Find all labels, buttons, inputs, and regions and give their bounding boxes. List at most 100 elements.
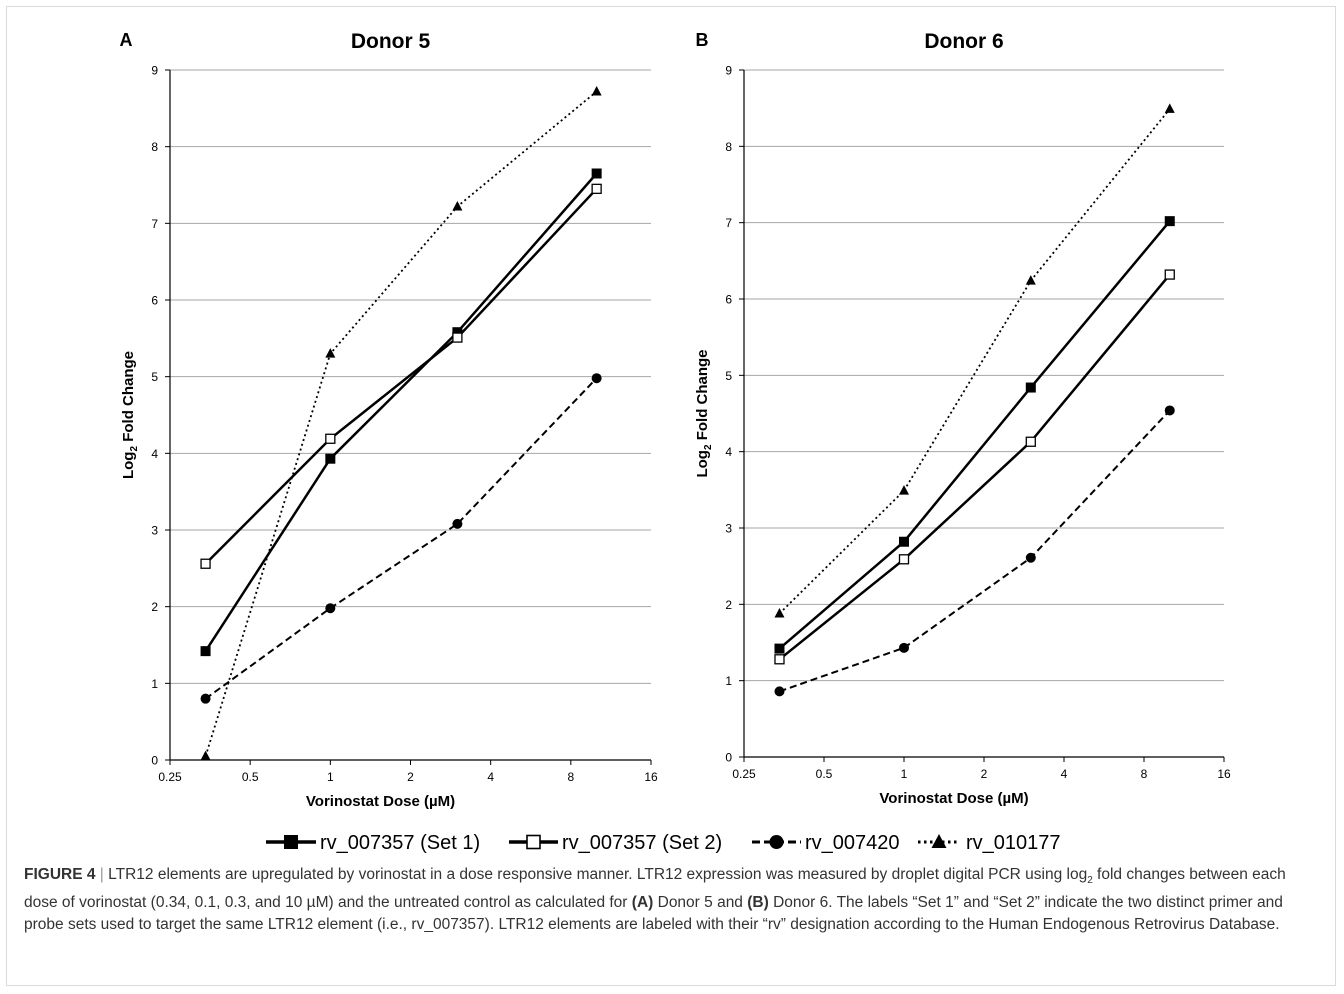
legend-label-3: rv_010177 <box>966 832 1061 854</box>
y-tick-label: 2 <box>725 598 732 612</box>
y-tick-label: 5 <box>725 369 732 383</box>
data-point <box>898 554 910 565</box>
legend-label-2: rv_007420 <box>805 832 900 854</box>
x-tick-label: 16 <box>1217 767 1231 781</box>
y-tick-label: 0 <box>725 751 732 765</box>
x-tick-label: 0.5 <box>816 767 833 781</box>
data-point <box>591 85 602 96</box>
data-point <box>200 750 211 761</box>
y-axis-label-subscript: 2 <box>129 446 140 452</box>
x-tick-label: 0.25 <box>732 767 756 781</box>
data-point <box>325 433 336 444</box>
x-tick-label: 2 <box>981 767 988 781</box>
data-point <box>200 646 211 657</box>
caption-subscript: 2 <box>1087 875 1093 887</box>
figure-caption: FIGURE 4 | LTR12 elements are upregulate… <box>24 864 1320 936</box>
series-line-3 <box>204 90 598 757</box>
data-point <box>899 642 909 653</box>
caption-text-3: Donor 5 and <box>653 894 748 912</box>
data-point <box>452 200 463 211</box>
y-tick-label: 0 <box>151 754 158 768</box>
y-tick-label: 1 <box>151 677 158 691</box>
data-point <box>452 518 463 529</box>
x-tick-label: 8 <box>1141 767 1148 781</box>
y-tick-label: 4 <box>725 445 732 459</box>
data-point <box>774 654 785 665</box>
x-tick-label: 0.25 <box>158 770 182 784</box>
y-tick-label: 2 <box>151 600 158 614</box>
y-axis-label-main: Log <box>120 452 137 480</box>
x-axis-label: Vorinostat Dose (µM) <box>879 790 1028 807</box>
panel-letter: B <box>696 30 709 50</box>
y-axis-label-main: Log <box>694 450 711 478</box>
y-tick-label: 8 <box>151 140 158 154</box>
y-tick-label: 5 <box>151 370 158 384</box>
data-point <box>1025 436 1036 447</box>
y-axis-label: Log2 Fold Change <box>120 351 140 479</box>
data-point <box>1164 405 1175 416</box>
series-line-2 <box>779 409 1171 693</box>
data-point <box>1164 103 1175 113</box>
caption-text-1: LTR12 elements are upregulated by vorino… <box>108 866 1088 883</box>
x-tick-label: 1 <box>901 767 908 781</box>
x-tick-label: 16 <box>644 770 658 784</box>
data-point <box>452 332 463 343</box>
panel-b: 0 1 2 3 4 5 6 7 8 9 0.25 0.5 1 2 4 8 16 B Donor 6 Vorinosta… <box>694 30 1231 807</box>
panel-letter: A <box>120 30 133 50</box>
y-tick-label: 4 <box>151 447 158 461</box>
series-line-0 <box>778 220 1171 650</box>
y-tick-label: 7 <box>725 216 732 230</box>
panel-title: Donor 6 <box>924 30 1003 53</box>
data-point <box>774 686 785 697</box>
legend-marker-circle <box>769 835 784 849</box>
y-tick-label: 9 <box>151 64 158 78</box>
data-point <box>899 485 909 495</box>
data-point <box>1164 269 1175 280</box>
y-tick-label: 9 <box>725 64 732 78</box>
data-point <box>774 607 785 618</box>
data-point <box>899 536 909 547</box>
legend-marker-open-square <box>526 834 541 850</box>
series-line-2 <box>205 377 598 700</box>
y-axis-label-rest: Fold Change <box>694 349 711 444</box>
x-tick-label: 4 <box>1061 767 1068 781</box>
y-tick-label: 8 <box>725 140 732 154</box>
caption-label: FIGURE 4 <box>24 866 96 883</box>
data-point <box>200 693 211 704</box>
x-axis-label: Vorinostat Dose (µM) <box>306 793 455 810</box>
caption-text-2: fold changes between each dose of vorino… <box>24 866 1286 912</box>
data-point <box>591 183 602 194</box>
data-point <box>1025 382 1036 393</box>
legend-marker-triangle <box>931 834 947 848</box>
legend-label-1: rv_007357 (Set 2) <box>562 832 722 854</box>
panel-title: Donor 5 <box>351 30 431 53</box>
series-line-3 <box>778 108 1171 615</box>
legend-marker-filled-square <box>284 835 298 849</box>
y-tick-label: 6 <box>725 293 732 307</box>
data-point <box>325 603 336 614</box>
data-point <box>325 453 336 464</box>
caption-a-ref: (A) <box>631 894 654 912</box>
data-point <box>591 373 602 384</box>
data-point <box>591 168 602 179</box>
y-axis-label-rest: Fold Change <box>120 351 137 446</box>
y-axis-label-subscript: 2 <box>703 444 714 450</box>
y-tick-label: 7 <box>151 217 158 231</box>
legend: rv_007357 (Set 1) rv_007357 (Set 2) rv_007… <box>266 832 1061 854</box>
series-line-0 <box>204 172 598 652</box>
y-tick-label: 6 <box>151 294 158 308</box>
data-point <box>325 348 336 358</box>
caption-b-ref: (B) <box>747 894 769 912</box>
y-tick-label: 1 <box>725 674 732 688</box>
caption-text-4: Donor 6. The labels “Set 1” and “Set 2” … <box>24 894 1283 934</box>
x-tick-label: 4 <box>487 770 494 784</box>
data-point <box>774 643 785 654</box>
legend-label-0: rv_007357 (Set 1) <box>320 832 480 854</box>
data-point <box>200 558 211 569</box>
data-point <box>1025 552 1036 563</box>
x-tick-label: 8 <box>567 770 574 784</box>
panel-a: 0 1 2 3 4 5 6 7 8 9 0.25 0.5 1 2 4 8 16 A Donor 5 Vorinosta… <box>120 30 658 810</box>
caption-separator: | <box>99 866 104 883</box>
data-point <box>452 327 463 338</box>
